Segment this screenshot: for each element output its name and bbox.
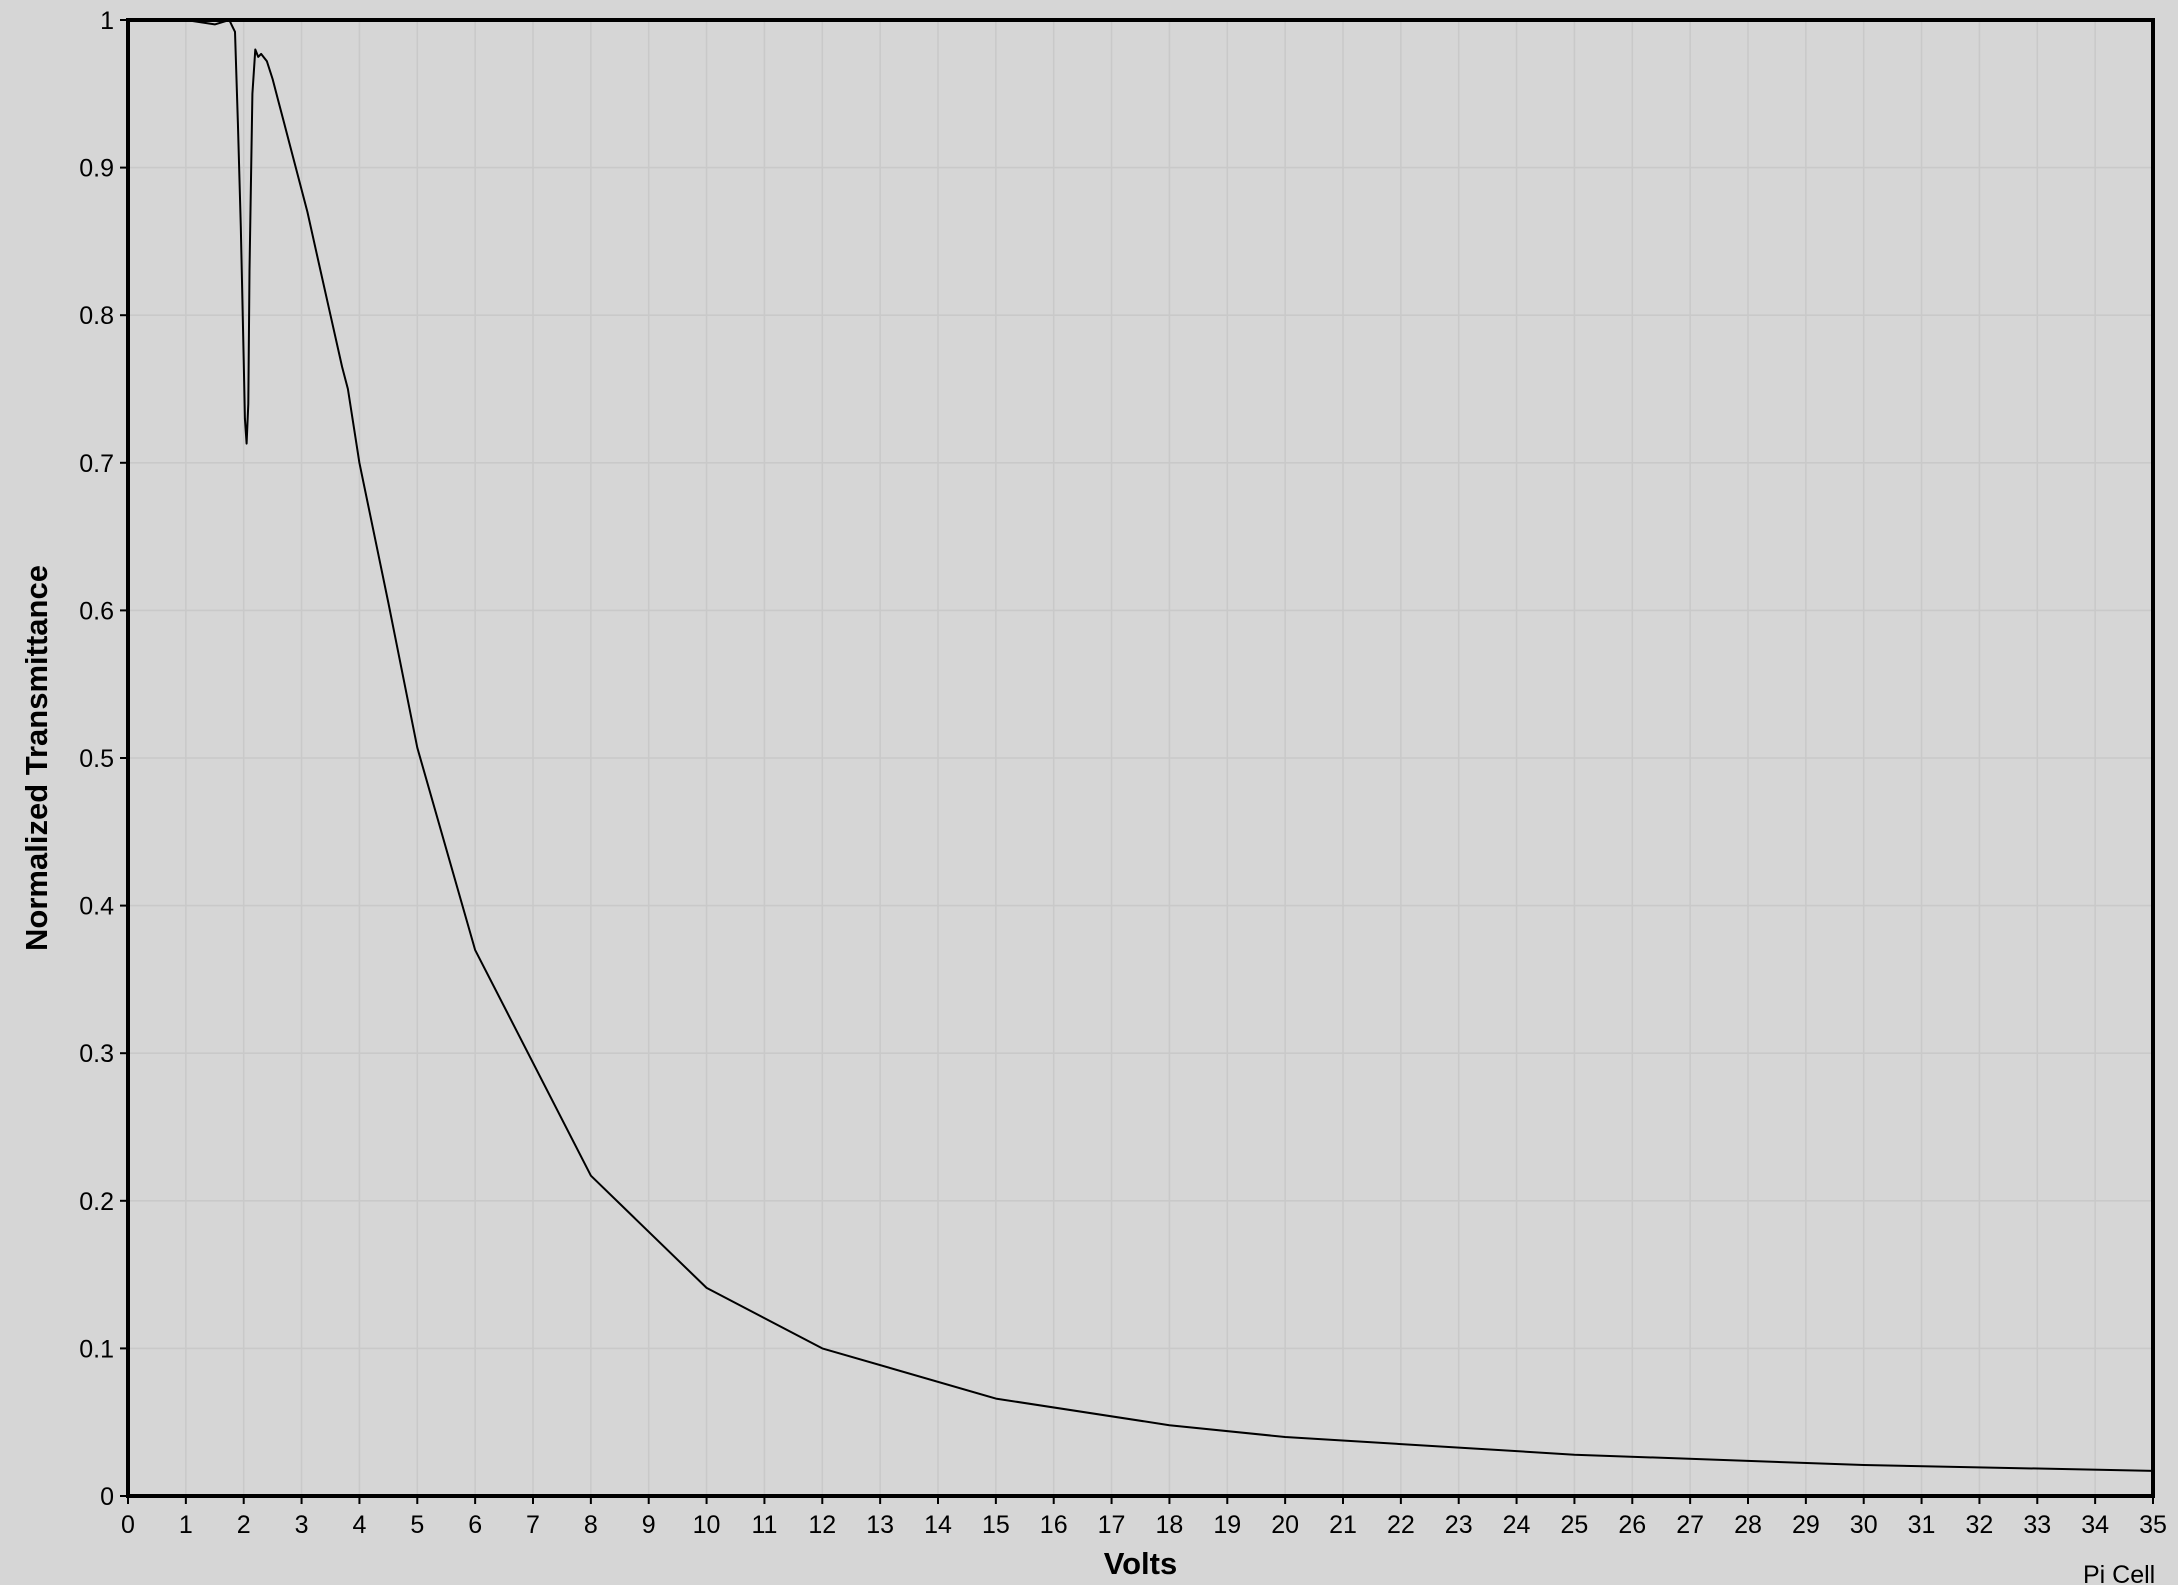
x-tick-label: 32 (1966, 1511, 1994, 1539)
y-tick-label: 0.8 (79, 302, 114, 330)
x-tick-label: 10 (693, 1511, 721, 1539)
y-tick-label: 0.9 (79, 155, 114, 183)
x-tick-label: 0 (121, 1511, 135, 1539)
y-tick-label: 0 (100, 1483, 114, 1511)
x-tick-label: 3 (295, 1511, 309, 1539)
x-tick-label: 21 (1329, 1511, 1357, 1539)
x-tick-label: 5 (410, 1511, 424, 1539)
x-tick-label: 29 (1792, 1511, 1820, 1539)
x-tick-label: 7 (526, 1511, 540, 1539)
y-tick-label: 0.4 (79, 893, 114, 921)
x-tick-label: 25 (1561, 1511, 1589, 1539)
x-tick-label: 15 (982, 1511, 1010, 1539)
x-tick-label: 24 (1503, 1511, 1531, 1539)
x-tick-label: 20 (1271, 1511, 1299, 1539)
x-tick-label: 11 (751, 1511, 777, 1539)
x-tick-label: 2 (237, 1511, 251, 1539)
credit-label: Pi Cell (2083, 1561, 2155, 1585)
y-tick-label: 0.2 (79, 1188, 114, 1216)
x-tick-label: 31 (1908, 1511, 1936, 1539)
y-tick-label: 0.5 (79, 745, 114, 773)
x-tick-label: 9 (642, 1511, 656, 1539)
x-tick-label: 1 (179, 1511, 193, 1539)
plot-frame (126, 18, 2155, 1498)
grid-lines (128, 20, 2153, 1496)
x-tick-label: 17 (1098, 1511, 1126, 1539)
x-tick-label: 16 (1040, 1511, 1068, 1539)
x-tick-label: 12 (808, 1511, 836, 1539)
x-tick-label: 8 (584, 1511, 598, 1539)
y-tick-label: 1 (100, 7, 114, 35)
x-tick-label: 14 (924, 1511, 952, 1539)
x-tick-label: 19 (1213, 1511, 1241, 1539)
x-tick-label: 28 (1734, 1511, 1762, 1539)
y-tick-label: 0.7 (79, 450, 114, 478)
y-tick-label: 0.6 (79, 597, 114, 625)
y-tick-label: 0.1 (79, 1335, 114, 1363)
x-tick-label: 6 (468, 1511, 482, 1539)
x-axis-title: Volts (1104, 1546, 1178, 1581)
y-axis-title: Normalized Transmittance (19, 565, 54, 951)
x-tick-label: 33 (2023, 1511, 2051, 1539)
x-tick-labels: 0 1 2 3 4 5 6 7 8 9 10 11 12 13 14 15 16 17 18 19 20 21 22 23 24… (121, 1496, 2167, 1539)
x-tick-label: 30 (1850, 1511, 1878, 1539)
x-tick-label: 35 (2139, 1511, 2167, 1539)
x-tick-label: 18 (1156, 1511, 1184, 1539)
x-tick-label: 13 (866, 1511, 894, 1539)
x-tick-label: 4 (352, 1511, 366, 1539)
x-tick-label: 23 (1445, 1511, 1473, 1539)
x-tick-label: 22 (1387, 1511, 1415, 1539)
x-tick-label: 34 (2081, 1511, 2109, 1539)
x-tick-label: 26 (1618, 1511, 1646, 1539)
x-tick-label: 27 (1676, 1511, 1704, 1539)
y-tick-labels: 0 0.1 0.2 0.3 0.4 0.5 0.6 0.7 0.8 0.9 1 (79, 7, 128, 1511)
y-tick-label: 0.3 (79, 1040, 114, 1068)
series-line (185, 19, 2154, 1472)
